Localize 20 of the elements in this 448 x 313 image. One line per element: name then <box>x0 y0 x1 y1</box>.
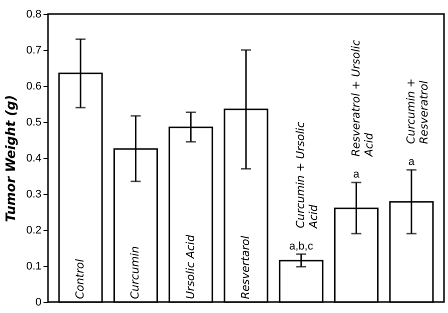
y-tick-label: 0.4 <box>26 152 42 164</box>
y-tick-label: 0.8 <box>26 8 42 20</box>
y-tick-label: 0.5 <box>26 116 42 128</box>
annotation: a,b,c <box>289 240 314 253</box>
y-tick-label: 0.6 <box>26 80 42 92</box>
y-tick-label: 0.7 <box>26 44 42 56</box>
x-tick-label: Resvertarol <box>239 236 252 300</box>
annotation: a <box>408 156 416 168</box>
x-tick-label: Curcumin + Ursolic Acid <box>294 122 320 230</box>
x-tick-label: Resveratrol + Ursolic Acid <box>349 40 376 158</box>
y-tick-label: 0.2 <box>26 224 42 236</box>
y-tick-label: 0 <box>35 296 42 308</box>
x-tick-label: Curcumin <box>128 246 142 300</box>
x-tick-label: Ursolic Acid <box>184 234 197 300</box>
x-tick-label: Curcumin + Resveratrol <box>404 78 430 144</box>
y-tick-label: 0.3 <box>26 188 42 200</box>
x-tick-label: Control <box>74 259 87 300</box>
y-axis-title: Tumor Weight (g) <box>4 94 20 222</box>
y-tick-label: 0.1 <box>26 260 42 272</box>
annotation: a <box>353 168 360 181</box>
